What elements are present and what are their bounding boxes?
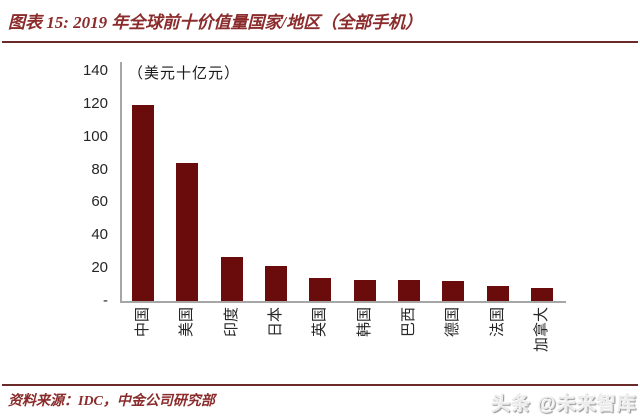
y-tick-label: 60 — [91, 193, 108, 211]
bar — [442, 281, 465, 301]
x-category-label: 德国 — [444, 307, 462, 338]
x-category-label: 法国 — [488, 307, 506, 338]
bar — [486, 286, 509, 301]
x-category-label: 印度 — [222, 307, 240, 338]
x-category-label: 中国 — [134, 307, 151, 338]
x-category-label: 日本 — [266, 307, 284, 338]
y-tick-label-zero: - — [103, 292, 108, 309]
bar — [132, 105, 154, 301]
axis-unit-label: （美元十亿元） — [128, 64, 241, 82]
y-tick-label: 120 — [82, 94, 108, 112]
bar — [353, 279, 376, 301]
y-axis-line — [120, 62, 122, 303]
footer-divider — [2, 384, 638, 386]
bar — [397, 279, 420, 301]
bar — [530, 287, 553, 301]
bar — [176, 162, 199, 301]
bar — [309, 277, 332, 301]
y-tick-label: 100 — [82, 127, 108, 145]
y-tick-label: 40 — [91, 226, 108, 244]
x-category-label: 英国 — [311, 307, 329, 338]
title-divider — [2, 41, 638, 43]
source-note: 资料来源：IDC，中金公司研究部 — [8, 394, 215, 409]
x-category-label: 加拿大 — [532, 307, 550, 353]
figure-title: 图表 15: 2019 年全球前十价值量国家/地区（全部手机） — [8, 13, 423, 32]
x-category-label: 美国 — [178, 307, 196, 338]
x-category-label: 巴西 — [399, 307, 417, 338]
x-axis-line — [120, 301, 566, 303]
bar — [220, 256, 243, 301]
bar — [264, 266, 287, 301]
y-tick-label: 20 — [91, 259, 108, 277]
watermark: 头条 @未来智库 — [491, 394, 637, 415]
x-category-label: 韩国 — [355, 307, 373, 338]
y-tick-label: 80 — [91, 160, 108, 178]
y-tick-label: 140 — [82, 61, 108, 79]
